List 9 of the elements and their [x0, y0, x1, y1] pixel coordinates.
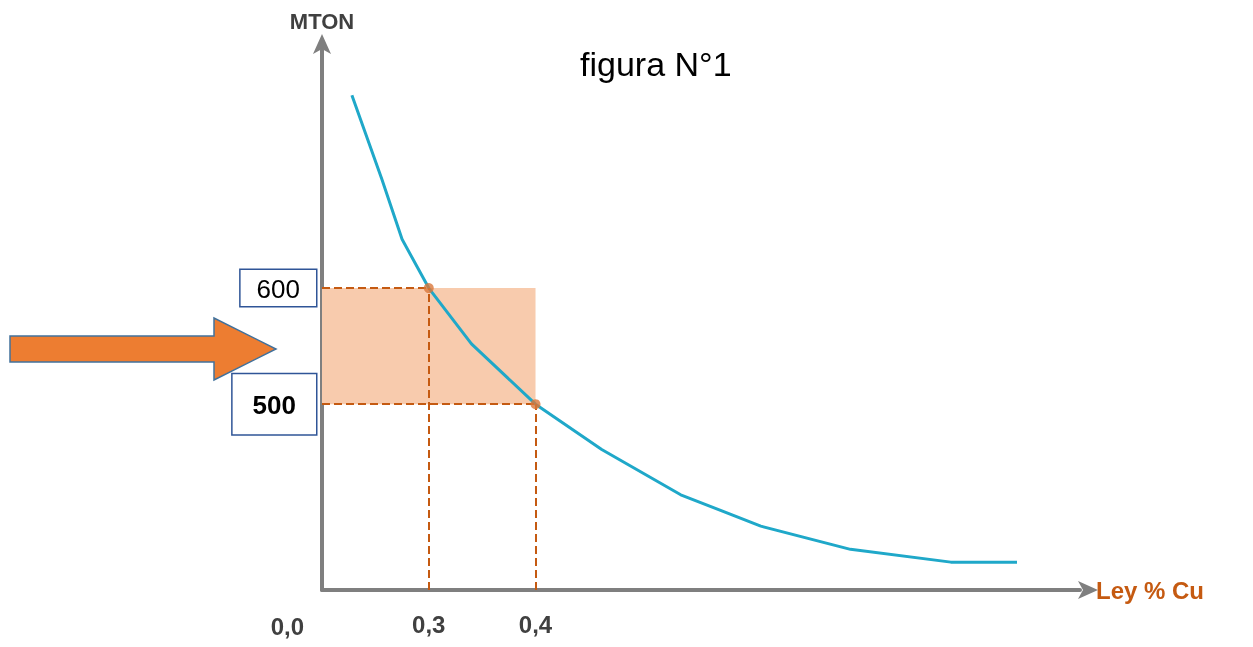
y-tick-label: 600 — [256, 274, 300, 305]
chart-title: figura N°1 — [580, 45, 732, 83]
y-axis-title: MTON — [289, 8, 355, 34]
line-series — [350, 93, 1019, 564]
text: 0,0 — [270, 612, 304, 640]
x-tick-label: 0,4 — [518, 610, 553, 638]
x-tick-label: 0,3 — [412, 610, 446, 638]
y-tick-label: 500 — [252, 390, 296, 421]
x-axis-title: Ley % Cu — [1096, 576, 1205, 604]
